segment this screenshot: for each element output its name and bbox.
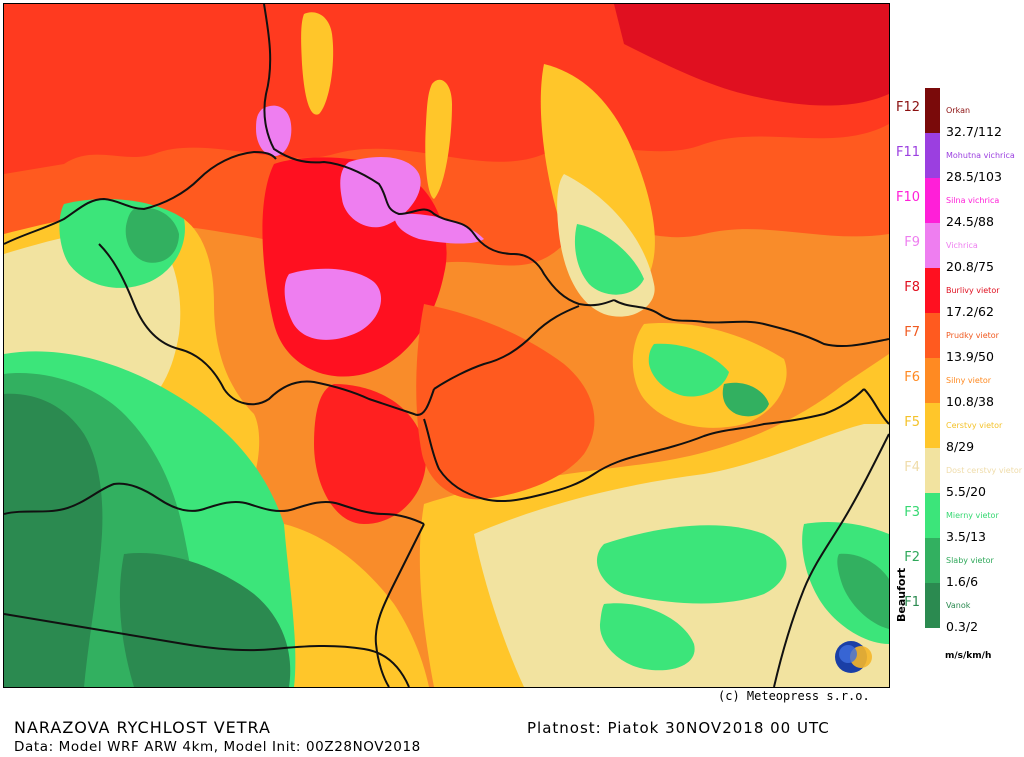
border-hu-ro (863, 388, 889, 425)
border-at-si (4, 613, 410, 687)
border-hu-ro-south (773, 433, 889, 687)
wind-field-svg (4, 4, 889, 687)
border-de-cz-at (98, 243, 435, 416)
legend-class-name: Slaby vietor (946, 556, 994, 565)
legend-class-name: Mohutna vichrica (946, 151, 1015, 160)
wind-zone-f2-nw (125, 207, 179, 263)
wind-zone-f9-core-2 (340, 157, 421, 228)
legend-swatch-f7 (925, 313, 940, 358)
wind-zone-f3-se-1 (596, 525, 787, 604)
legend-class-name: Burlivy vietor (946, 286, 1000, 295)
wind-zone-f5-streak-2 (425, 79, 452, 199)
units-label: m/s/km/h (945, 651, 992, 661)
legend-threshold: 24.5/88 (946, 214, 994, 229)
beaufort-axis-label: Beaufort (895, 567, 908, 622)
map-title: NARAZOVA RYCHLOST VETRA (14, 718, 271, 737)
legend-class-name: Mierny vietor (946, 511, 999, 520)
wind-zone-f2-east-edge (837, 553, 889, 629)
legend-threshold: 5.5/20 (946, 484, 986, 499)
legend-force-f5: F5 (904, 415, 920, 430)
legend-swatch-f10 (925, 178, 940, 223)
legend-class-name: Silny vietor (946, 376, 992, 385)
legend-force-f9: F9 (904, 235, 920, 250)
border-de-cz-pl (263, 4, 615, 307)
border-sk-hu (423, 388, 865, 503)
wind-zone-f2-ne-hills (722, 382, 769, 417)
legend-swatch-f12 (925, 88, 940, 133)
legend-threshold: 13.9/50 (946, 349, 994, 364)
legend-class-name: Dost cerstvy vietor (946, 466, 1023, 475)
legend-force-f6: F6 (904, 370, 920, 385)
legend-swatch-f2 (925, 538, 940, 583)
legend-force-f1: F1 (904, 595, 920, 610)
legend-class-name: Silna vichrica (946, 196, 1000, 205)
legend-threshold: 0.3/2 (946, 619, 979, 634)
border-pl-sk-ua (613, 299, 889, 348)
country-borders (4, 4, 889, 687)
legend-force-f12: F12 (895, 100, 920, 115)
validity-time: Platnost: Piatok 30NOV2018 00 UTC (527, 719, 830, 737)
legend-swatch-f1 (925, 583, 940, 628)
legend-swatch-f8 (925, 268, 940, 313)
border-de-north (4, 151, 277, 245)
legend-swatch-f9 (925, 223, 940, 268)
wind-gust-map (3, 3, 890, 688)
wind-zone-f7-central-east (416, 304, 595, 500)
wind-zone-f3-se-2 (599, 603, 695, 671)
wind-zone-f9-core-1 (284, 268, 382, 340)
legend-threshold: 8/29 (946, 439, 975, 454)
legend-force-f11: F11 (895, 145, 920, 160)
legend-threshold: 10.8/38 (946, 394, 994, 409)
legend-force-f7: F7 (904, 325, 920, 340)
legend-swatch-f11 (925, 133, 940, 178)
legend-swatch-f4 (925, 448, 940, 493)
legend-swatch-f5 (925, 403, 940, 448)
legend-class-name: Prudky vietor (946, 331, 999, 340)
wind-zone-f1-south (119, 553, 291, 687)
wind-zone-f8-ne (614, 4, 889, 106)
legend-threshold: 17.2/62 (946, 304, 994, 319)
legend-force-f4: F4 (904, 460, 920, 475)
copyright-text: (c) Meteopress s.r.o. (718, 689, 870, 703)
meteopress-logo (826, 639, 876, 675)
model-info: Data: Model WRF ARW 4km, Model Init: 00Z… (14, 739, 421, 755)
legend-swatch-f3 (925, 493, 940, 538)
legend-swatch-f6 (925, 358, 940, 403)
legend-class-name: Orkan (946, 106, 971, 115)
legend-force-f10: F10 (895, 190, 920, 205)
wind-zone-f5-streak-1 (301, 12, 334, 115)
legend-threshold: 28.5/103 (946, 169, 1002, 184)
border-cz-sk (433, 305, 580, 390)
legend-threshold: 20.8/75 (946, 259, 994, 274)
legend-force-f8: F8 (904, 280, 920, 295)
legend-force-f3: F3 (904, 505, 920, 520)
wind-zone-f8-south (314, 384, 426, 524)
legend-threshold: 3.5/13 (946, 529, 986, 544)
legend-force-f2: F2 (904, 550, 920, 565)
legend-class-name: Vanok (946, 601, 971, 610)
wind-zone-f3-east (574, 224, 644, 295)
legend-class-name: Cerstvy vietor (946, 421, 1003, 430)
wind-zone-f1-sw (4, 393, 103, 687)
border-at-de-south (4, 482, 425, 525)
legend-class-name: Vichrica (946, 241, 978, 250)
legend-threshold: 32.7/112 (946, 124, 1002, 139)
wind-zone-f9-core-4 (394, 213, 484, 244)
legend: F12 Orkan 32.7/112 F11 Mohutna vichrica 28.5/… (890, 88, 1024, 688)
wind-zone-f3-ne-hills (648, 343, 729, 397)
legend-threshold: 1.6/6 (946, 574, 979, 589)
border-at-hu (374, 523, 425, 687)
